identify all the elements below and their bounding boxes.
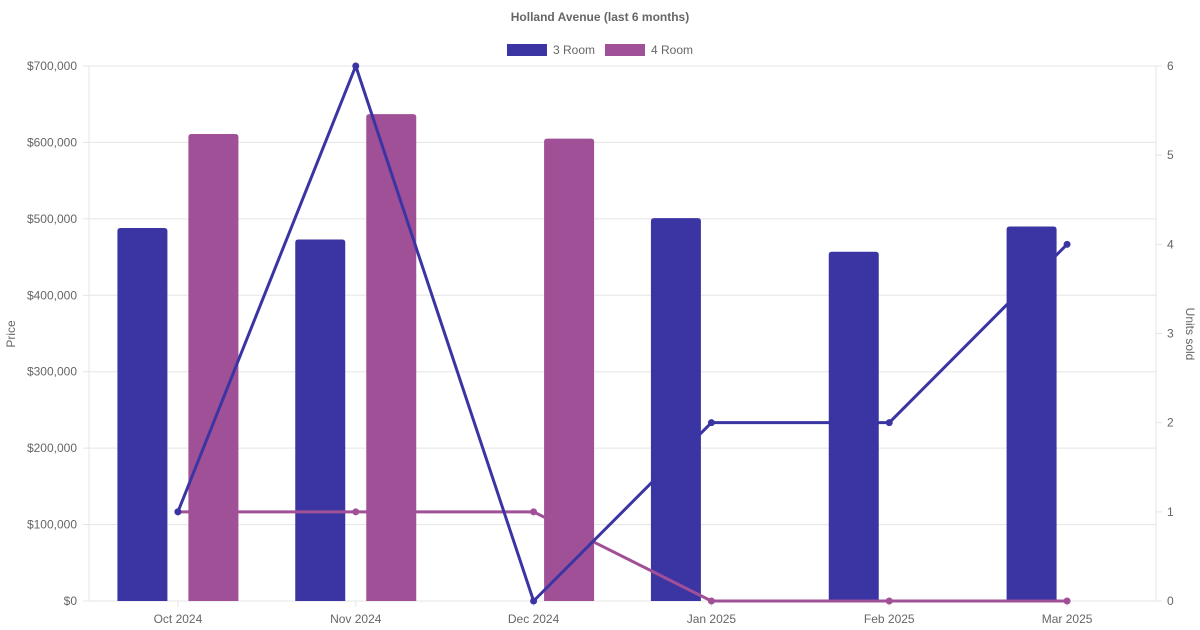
legend-label: 4 Room <box>651 43 693 57</box>
grid-lines <box>83 65 1162 607</box>
left-axis-title: Price <box>4 320 18 348</box>
legend-swatch <box>605 44 645 56</box>
left-tick-label: $500,000 <box>27 212 77 226</box>
right-tick-label: 1 <box>1167 505 1174 519</box>
bars <box>117 114 1057 602</box>
data-point <box>1063 240 1071 248</box>
x-tick-label: Mar 2025 <box>1042 612 1093 626</box>
data-point <box>352 62 360 70</box>
chart-title: Holland Avenue (last 6 months) <box>511 10 689 24</box>
bar <box>650 218 701 602</box>
legend-label: 3 Room <box>553 43 595 57</box>
bar <box>828 251 879 601</box>
x-tick-label: Jan 2025 <box>687 612 737 626</box>
data-point <box>885 597 893 605</box>
x-tick-label: Oct 2024 <box>154 612 203 626</box>
data-point <box>707 597 715 605</box>
left-tick-label: $0 <box>64 594 78 608</box>
bar <box>188 134 239 601</box>
right-tick-label: 4 <box>1167 237 1174 251</box>
legend: 3 Room 4 Room <box>506 43 693 57</box>
lines <box>174 62 1071 605</box>
data-point <box>352 508 360 516</box>
left-tick-label: $600,000 <box>27 135 77 149</box>
right-tick-label: 3 <box>1167 327 1174 341</box>
series-line <box>176 64 1069 603</box>
data-point <box>707 419 715 427</box>
left-tick-label: $400,000 <box>27 288 77 302</box>
right-tick-label: 5 <box>1167 148 1174 162</box>
series-line <box>177 510 1068 603</box>
bar <box>295 239 346 601</box>
right-axis-title: Units sold <box>1183 308 1197 361</box>
bar <box>544 138 595 601</box>
data-point <box>530 597 538 605</box>
bar <box>117 228 168 601</box>
legend-swatch <box>506 44 547 56</box>
x-tick-label: Feb 2025 <box>864 612 915 626</box>
x-tick-label: Dec 2024 <box>508 612 560 626</box>
data-point <box>1063 597 1071 605</box>
data-point <box>885 419 893 427</box>
bar <box>1006 226 1057 601</box>
left-tick-label: $100,000 <box>27 518 77 532</box>
right-tick-label: 6 <box>1167 59 1174 73</box>
bar <box>366 114 417 602</box>
left-tick-label: $200,000 <box>27 441 77 455</box>
right-tick-label: 0 <box>1167 594 1174 608</box>
data-point <box>174 508 182 516</box>
right-tick-label: 2 <box>1167 416 1174 430</box>
data-point <box>530 508 538 516</box>
tick-labels: $0 $100,000 $200,000 $300,000 $400,000 $500,0… <box>27 59 1174 626</box>
x-tick-label: Nov 2024 <box>330 612 382 626</box>
left-tick-label: $700,000 <box>27 59 77 73</box>
left-tick-label: $300,000 <box>27 365 77 379</box>
